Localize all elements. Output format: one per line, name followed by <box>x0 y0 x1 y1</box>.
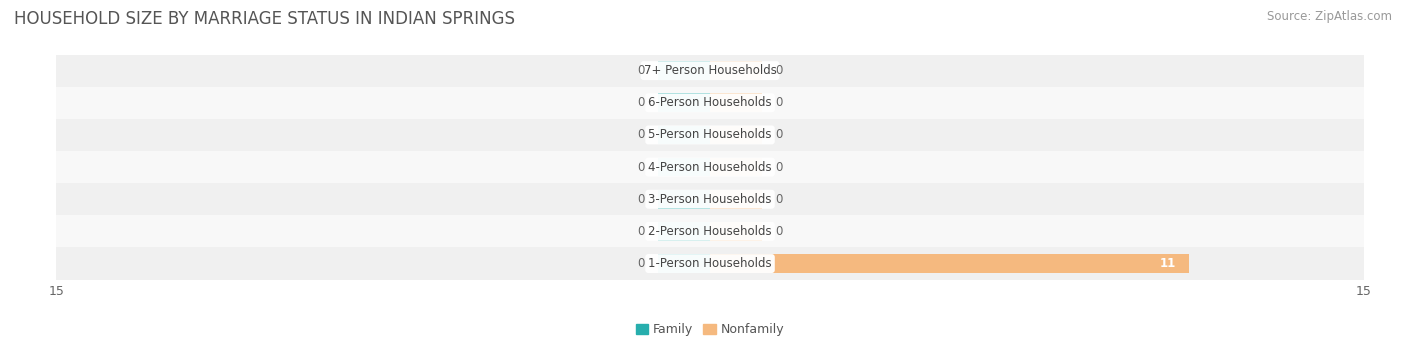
Bar <box>710 93 762 112</box>
Text: 0: 0 <box>637 225 644 238</box>
Text: 0: 0 <box>776 96 783 109</box>
Text: 0: 0 <box>637 96 644 109</box>
Bar <box>56 183 1364 215</box>
Text: 11: 11 <box>1160 257 1177 270</box>
Legend: Family, Nonfamily: Family, Nonfamily <box>636 323 785 336</box>
Bar <box>710 190 762 209</box>
Bar <box>658 158 710 176</box>
Bar <box>56 215 1364 248</box>
Text: Source: ZipAtlas.com: Source: ZipAtlas.com <box>1267 10 1392 23</box>
Bar <box>710 222 762 241</box>
Text: 1-Person Households: 1-Person Households <box>648 257 772 270</box>
Text: 3-Person Households: 3-Person Households <box>648 193 772 206</box>
Text: 0: 0 <box>637 161 644 174</box>
Text: 0: 0 <box>776 161 783 174</box>
Text: 0: 0 <box>776 225 783 238</box>
Bar <box>56 248 1364 280</box>
Bar <box>56 55 1364 87</box>
Text: 7+ Person Households: 7+ Person Households <box>644 64 776 77</box>
Bar <box>658 125 710 144</box>
Bar <box>658 61 710 80</box>
Bar <box>658 254 710 273</box>
Text: 0: 0 <box>637 257 644 270</box>
Text: 5-Person Households: 5-Person Households <box>648 129 772 142</box>
Text: 0: 0 <box>637 129 644 142</box>
Bar <box>56 87 1364 119</box>
Bar <box>710 125 762 144</box>
Bar <box>56 151 1364 183</box>
Text: 0: 0 <box>776 193 783 206</box>
Text: 6-Person Households: 6-Person Households <box>648 96 772 109</box>
Bar <box>710 158 762 176</box>
Bar <box>658 190 710 209</box>
Bar <box>710 254 1189 273</box>
Bar <box>710 61 762 80</box>
Bar <box>56 119 1364 151</box>
Bar <box>658 222 710 241</box>
Text: 0: 0 <box>776 64 783 77</box>
Text: 4-Person Households: 4-Person Households <box>648 161 772 174</box>
Text: 0: 0 <box>637 64 644 77</box>
Text: 0: 0 <box>637 193 644 206</box>
Bar <box>658 93 710 112</box>
Text: HOUSEHOLD SIZE BY MARRIAGE STATUS IN INDIAN SPRINGS: HOUSEHOLD SIZE BY MARRIAGE STATUS IN IND… <box>14 10 515 28</box>
Text: 0: 0 <box>776 129 783 142</box>
Text: 2-Person Households: 2-Person Households <box>648 225 772 238</box>
